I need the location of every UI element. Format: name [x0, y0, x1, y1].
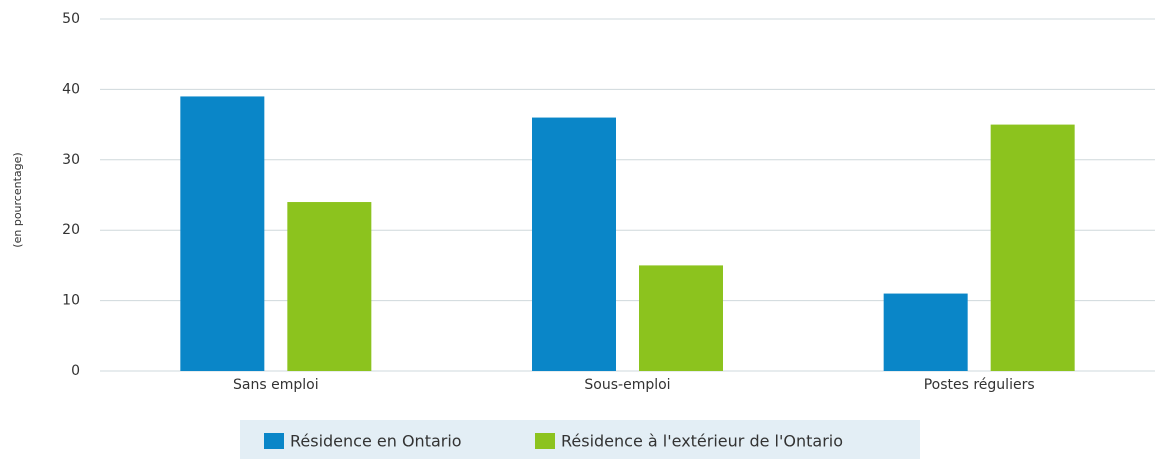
y-tick-label: 10	[62, 293, 80, 309]
y-tick-label: 50	[62, 11, 80, 27]
bar	[180, 96, 265, 371]
y-tick-label: 30	[62, 152, 80, 168]
legend-swatch	[264, 433, 284, 449]
y-axis-title: (en pourcentage)	[11, 152, 24, 247]
legend-swatch	[535, 433, 555, 449]
y-tick-label: 40	[62, 81, 80, 97]
bar	[532, 117, 616, 371]
x-tick-label: Postes réguliers	[924, 377, 1035, 393]
y-tick-label: 0	[71, 363, 80, 379]
legend-label: Résidence à l'extérieur de l'Ontario	[561, 432, 843, 451]
bar	[287, 202, 372, 371]
x-tick-label: Sous-emploi	[584, 377, 670, 393]
bar	[639, 265, 723, 371]
legend-label: Résidence en Ontario	[290, 432, 462, 451]
legend-box	[240, 420, 920, 459]
x-tick-label: Sans emploi	[233, 377, 319, 393]
bar	[883, 293, 968, 371]
bar	[990, 124, 1075, 371]
y-tick-label: 20	[62, 222, 80, 238]
